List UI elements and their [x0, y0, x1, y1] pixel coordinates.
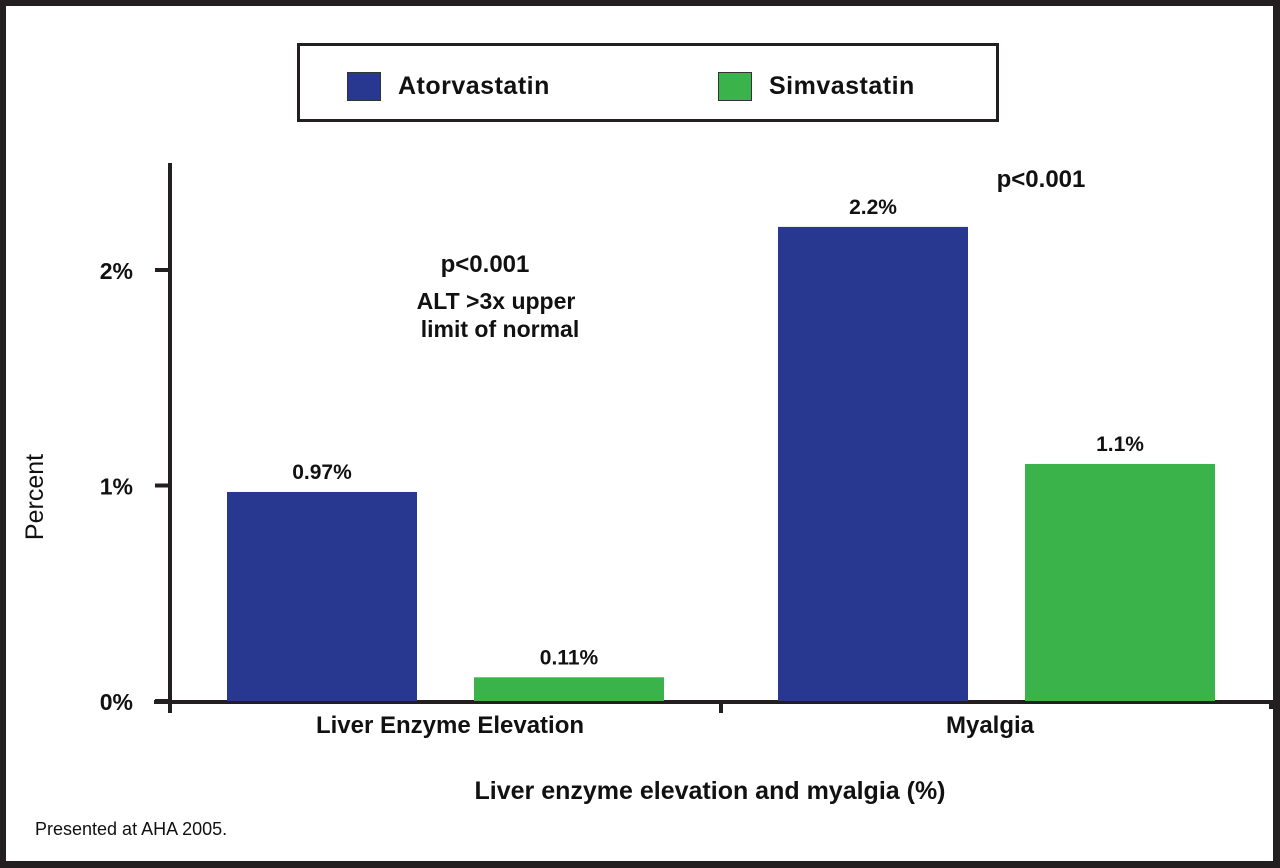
x-axis-title: Liver enzyme elevation and myalgia (%) — [475, 777, 946, 805]
y-axis-title: Percent — [21, 454, 49, 540]
legend-label-atorvastatin: Atorvastatin — [398, 72, 550, 100]
bar-value-label: 1.1% — [1096, 433, 1144, 456]
legend: Atorvastatin Simvastatin — [297, 43, 999, 122]
bar-simvastatin-0 — [474, 677, 664, 701]
legend-item-simvastatin: Simvastatin — [718, 72, 915, 101]
y-tick-label: 2% — [100, 258, 133, 284]
annotation-line: limit of normal — [421, 316, 579, 342]
annotation-line: p<0.001 — [441, 251, 530, 278]
legend-swatch-atorvastatin — [347, 72, 381, 101]
bar-value-label: 2.2% — [849, 196, 897, 219]
y-tick-label: 1% — [100, 474, 133, 500]
bars — [227, 226, 1215, 701]
bar-atorvastatin-1 — [778, 226, 968, 701]
y-tick-label: 0% — [100, 689, 133, 715]
legend-label-simvastatin: Simvastatin — [769, 72, 915, 100]
legend-item-atorvastatin: Atorvastatin — [347, 72, 550, 101]
x-tick-label: Myalgia — [946, 712, 1035, 739]
annotation-line: p<0.001 — [997, 166, 1086, 193]
footnote: Presented at AHA 2005. — [35, 819, 228, 839]
bar-value-label: 0.97% — [292, 461, 352, 484]
labels: 0% 1% 2% 0.97% 2.2% 0.11% 1.1% Liver Enzyme Ele… — [100, 166, 1145, 739]
bar-simvastatin-1 — [1025, 463, 1215, 701]
x-tick-label: Liver Enzyme Elevation — [316, 712, 584, 739]
bar-chart: 0% 1% 2% 0.97% 2.2% 0.11% 1.1% Liver Enzyme Ele… — [21, 163, 1273, 805]
bar-value-label: 0.11% — [540, 646, 599, 669]
axes — [154, 163, 1273, 713]
legend-swatch-simvastatin — [718, 72, 752, 101]
annotation-line: ALT >3x upper — [417, 288, 576, 314]
bar-atorvastatin-0 — [227, 491, 417, 701]
chart-frame: 0% 1% 2% 0.97% 2.2% 0.11% 1.1% Liver Enzyme Ele… — [6, 6, 1273, 861]
